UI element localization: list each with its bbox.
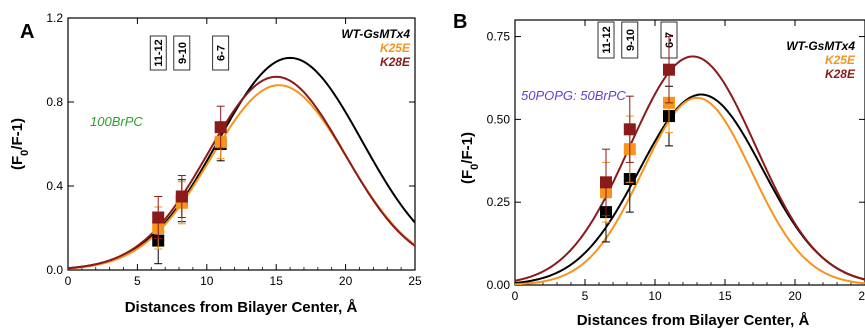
- position-label: 6-7: [216, 45, 228, 61]
- y-tick-label: 0.50: [487, 112, 511, 126]
- position-label: 11-12: [601, 26, 613, 54]
- y-tick-label: 0.25: [487, 195, 511, 209]
- data-point-k28e: [214, 121, 227, 134]
- position-label: 9-10: [625, 29, 637, 51]
- position-label-box: [212, 35, 230, 71]
- fit-curve-wt-gsmtx4: [68, 56, 415, 270]
- position-label: 9-10: [177, 42, 189, 64]
- data-point-k28e: [152, 211, 165, 224]
- y-tick-label: 1.2: [46, 11, 63, 25]
- position-label: 6-7: [664, 32, 676, 48]
- position-label-box: [149, 35, 167, 71]
- legend-entry: K28E: [825, 67, 856, 81]
- position-label-box: [173, 35, 191, 71]
- data-point-k28e: [623, 123, 636, 136]
- y-tick-label: 0.0: [46, 263, 63, 277]
- y-tick-label: 0.4: [46, 179, 63, 193]
- fit-curve-k28e: [68, 75, 415, 270]
- data-point-k28e: [663, 63, 675, 76]
- x-tick-label: 15: [718, 289, 732, 303]
- position-label: 11-12: [153, 39, 165, 67]
- x-tick-label: 20: [788, 289, 802, 303]
- x-tick-label: 25: [408, 274, 422, 288]
- fit-curve-k25e: [68, 84, 415, 270]
- x-tick-label: 20: [339, 274, 353, 288]
- x-tick-label: 0: [65, 274, 72, 288]
- x-tick-label: 10: [648, 289, 662, 303]
- legend-entry: K25E: [380, 41, 411, 55]
- panel-letter: B: [453, 11, 467, 33]
- condition-label: 50POPG: 50BrPC: [521, 88, 626, 103]
- fit-curve-k25e: [515, 96, 865, 285]
- data-point-k28e: [175, 190, 188, 203]
- plot-frame: [67, 17, 416, 271]
- x-tick-label: 5: [134, 274, 141, 288]
- x-axis-label: Distances from Bilayer Center, Å: [577, 312, 810, 329]
- condition-label: 100BrPC: [90, 114, 143, 129]
- panel-letter: A: [20, 21, 34, 43]
- y-axis-label: (F0/F-1): [9, 118, 31, 170]
- legend-entry: WT-GsMTx4: [786, 39, 855, 53]
- legend-entry: WT-GsMTx4: [341, 27, 410, 41]
- data-point-k28e: [600, 176, 612, 189]
- y-tick-label: 0.75: [487, 30, 511, 44]
- x-tick-label: 0: [512, 289, 519, 303]
- y-tick-label: 0.00: [487, 278, 511, 292]
- chart-panel-a: A 0 5 10 15 20 25 0.0 0.4 0.8 1.2 Distances from Bi…: [9, 11, 422, 316]
- x-axis-label: Distances from Bilayer Center, Å: [125, 299, 358, 316]
- fit-curve-k28e: [515, 55, 865, 282]
- chart-panel-b: B 0 5 10 15 20 25 0.00 0.25 0.50 0.75 Distances fro…: [453, 11, 865, 329]
- x-tick-label: 15: [270, 274, 284, 288]
- legend-entry: K25E: [825, 53, 856, 67]
- x-tick-label: 5: [582, 289, 589, 303]
- position-label-box: [621, 21, 639, 59]
- y-axis-label: (F0/F-1): [459, 132, 481, 184]
- plot-frame: [514, 19, 865, 286]
- y-tick-label: 0.8: [46, 95, 63, 109]
- legend-entry: K28E: [380, 55, 411, 69]
- x-tick-label: 25: [858, 289, 865, 303]
- position-label-box: [597, 21, 615, 59]
- x-tick-label: 10: [200, 274, 214, 288]
